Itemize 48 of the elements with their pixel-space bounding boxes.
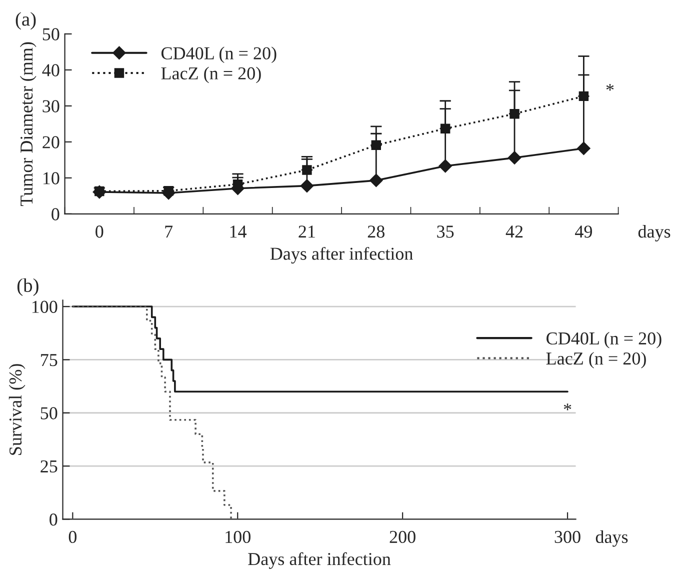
point bbox=[508, 151, 522, 164]
y-tick-label: 30 bbox=[42, 100, 60, 112]
point bbox=[371, 140, 382, 150]
x-tick-label: 7 bbox=[165, 226, 173, 238]
y-tick-label: 25 bbox=[40, 460, 58, 472]
x-tick-label: 14 bbox=[230, 226, 247, 238]
y-tick-label: 0 bbox=[52, 208, 60, 220]
y-tick-label: 50 bbox=[40, 407, 58, 420]
chart-title: (a) bbox=[16, 12, 36, 30]
point bbox=[370, 174, 383, 188]
y-axis-title: Tumor Diameter (mm) bbox=[20, 42, 36, 206]
y-tick-label: 40 bbox=[42, 64, 60, 76]
point bbox=[440, 124, 450, 134]
point bbox=[510, 108, 520, 119]
y-tick-label: 0 bbox=[50, 513, 58, 526]
chart-title: (b) bbox=[17, 278, 38, 296]
point bbox=[438, 159, 452, 173]
point bbox=[302, 165, 312, 175]
x-tick-label: 200 bbox=[390, 530, 416, 544]
y-tick-label: 100 bbox=[32, 300, 58, 313]
x-tick-label: 100 bbox=[226, 530, 250, 544]
point bbox=[577, 142, 590, 155]
y-tick-label: 20 bbox=[42, 136, 60, 148]
annotation: * bbox=[564, 404, 572, 410]
legend-label: CD40L (n = 20) bbox=[546, 332, 662, 348]
x-tick-label: 21 bbox=[298, 226, 315, 238]
legend-label: CD40L (n = 20) bbox=[161, 46, 276, 64]
x-tick-label: 35 bbox=[437, 226, 454, 238]
x-tick-label: 28 bbox=[368, 226, 384, 238]
x-tick-label: 0 bbox=[68, 530, 76, 544]
legend-label: LacZ (n = 20) bbox=[546, 352, 646, 368]
y-tick-label: 50 bbox=[42, 28, 60, 40]
y-axis-title: Survival (%) bbox=[8, 364, 26, 455]
x-tick-label: 0 bbox=[96, 226, 104, 238]
x-tick-label: 42 bbox=[506, 226, 523, 238]
x-axis-title: Days after infection bbox=[248, 552, 391, 569]
text: days bbox=[596, 530, 628, 547]
x-tick-label: 49 bbox=[575, 226, 592, 238]
point bbox=[578, 91, 589, 102]
text: days bbox=[638, 225, 670, 242]
point bbox=[164, 186, 174, 196]
annotation: * bbox=[606, 84, 614, 91]
y-tick-label: 10 bbox=[43, 172, 60, 184]
x-axis-title: Days after infection bbox=[270, 246, 413, 264]
x-tick-label: 300 bbox=[554, 530, 580, 544]
legend-label: LacZ (n = 20) bbox=[161, 66, 261, 84]
point bbox=[300, 179, 314, 192]
y-tick-label: 75 bbox=[41, 354, 58, 366]
